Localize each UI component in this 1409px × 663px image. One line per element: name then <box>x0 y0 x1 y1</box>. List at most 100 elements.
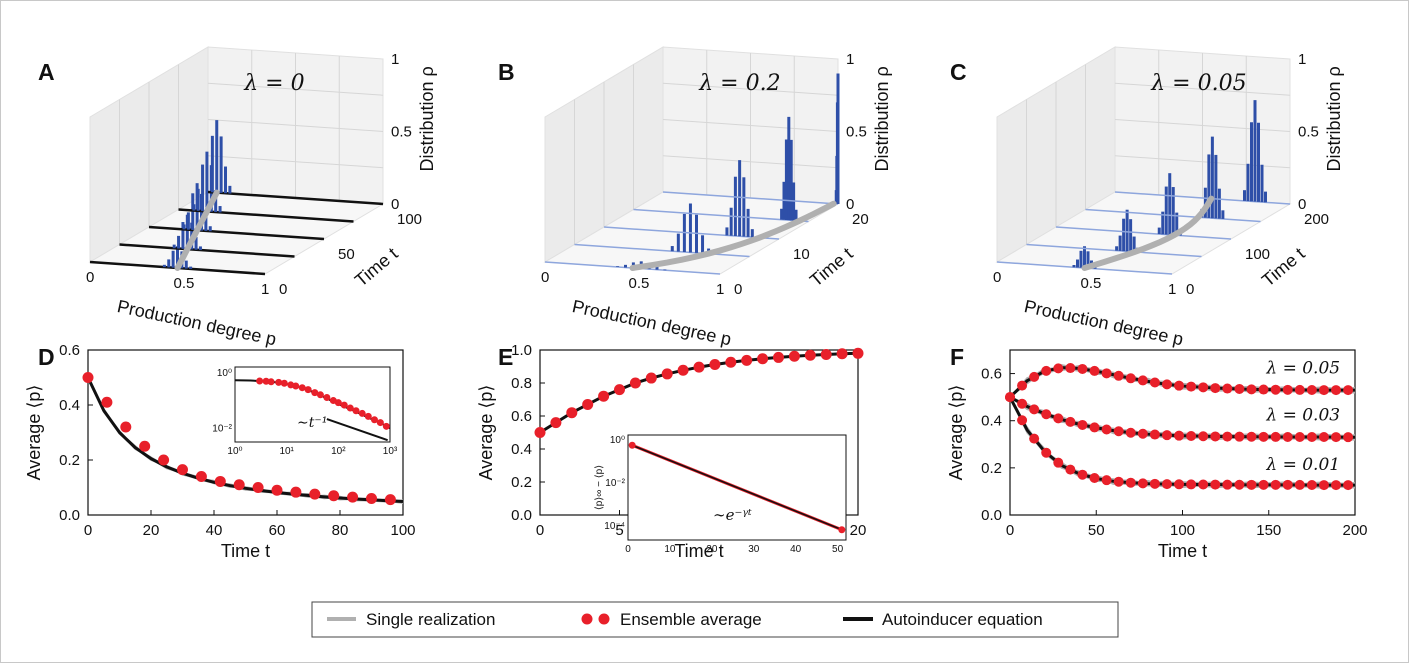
ensemble-dot <box>661 368 673 380</box>
time-slice-line <box>119 243 295 258</box>
ensemble-dot <box>1089 365 1100 376</box>
ensemble-dot <box>1210 479 1221 490</box>
ensemble-dot <box>233 479 245 491</box>
lambda-label: λ = 0.2 <box>698 71 780 96</box>
ensemble-dot <box>328 490 340 502</box>
z-tick-label: 1 <box>846 51 854 68</box>
ensemble-dot <box>1041 409 1052 420</box>
ensemble-dot <box>741 354 753 366</box>
x-tick-label: 0 <box>541 269 549 286</box>
inset-annotation: ∼e⁻ᵞᵗ <box>713 506 752 524</box>
z-tick-label: 0 <box>391 196 399 213</box>
y-tick-label: 0.4 <box>981 413 1002 430</box>
inset-slope-line <box>326 418 388 442</box>
ensemble-dot <box>1174 479 1185 490</box>
x-tick-label: 100 <box>1170 522 1195 539</box>
time-slice-line <box>1085 208 1261 223</box>
time-slice-line <box>633 208 809 223</box>
ensemble-dot <box>1065 416 1076 427</box>
grid-line <box>1114 119 1291 132</box>
y-tick-label: 1.0 <box>511 342 532 359</box>
plot-frame <box>87 349 404 516</box>
inset-dot <box>311 389 319 397</box>
inset-y-axis-label: ⟨p⟩∞ − ⟨p⟩ <box>594 465 605 510</box>
ensemble-dot <box>1041 447 1052 458</box>
ensemble-dot <box>309 488 321 500</box>
grid-line <box>207 82 384 96</box>
x-axis-label: Time t <box>674 541 723 561</box>
ensemble-dot <box>1089 422 1100 433</box>
inset-dot <box>256 377 264 385</box>
inset-x-tick-label: 40 <box>790 544 802 555</box>
ensemble-dot <box>804 349 816 361</box>
ensemble-dot <box>709 359 721 371</box>
ensemble-dot <box>1294 384 1305 395</box>
inset-annotation: ∼t⁻¹ <box>297 415 327 431</box>
ensemble-dot <box>1053 457 1064 468</box>
series-annotation: λ = 0.01 <box>1265 455 1340 475</box>
x-tick-label: 1 <box>716 281 724 298</box>
ensemble-dot <box>1101 368 1112 379</box>
ensemble-dot <box>1149 377 1160 388</box>
y-axis-label: Average ⟨p⟩ <box>946 385 966 481</box>
ensemble-dot <box>1222 479 1233 490</box>
ensemble-dot <box>214 475 226 487</box>
ensemble-dot <box>1331 480 1342 491</box>
ensemble-dot <box>1137 428 1148 439</box>
x-axis-label: Time t <box>1158 541 1207 561</box>
z-tick-label: 1 <box>391 51 399 68</box>
x-axis-label: Time t <box>221 541 270 561</box>
time-slice-line <box>1026 243 1202 258</box>
y-tick-label: 0.2 <box>981 460 1002 477</box>
z-tick-label: 0 <box>846 196 854 213</box>
ensemble-dot <box>757 353 769 365</box>
t-tick-label: 10 <box>793 246 810 263</box>
grid-line <box>662 82 839 96</box>
t-tick-label: 50 <box>338 246 355 263</box>
z-axis-label: Distribution ρ <box>1324 66 1344 171</box>
inset-dot <box>275 378 283 386</box>
ensemble-dot <box>290 486 302 498</box>
ensemble-dot <box>1125 477 1136 488</box>
ensemble-dot <box>598 390 610 402</box>
x-tick-label: 0.5 <box>174 275 195 292</box>
ensemble-dot <box>195 471 207 482</box>
x-tick-label: 40 <box>206 522 223 539</box>
ensemble-dot <box>820 348 832 360</box>
y-tick-label: 0.6 <box>511 408 532 425</box>
inset-x-tick-label: 30 <box>748 544 760 555</box>
y-tick-label: 0.4 <box>511 441 532 458</box>
ensemble-dot <box>1222 431 1233 442</box>
x-tick-label: 200 <box>1342 522 1367 539</box>
ensemble-dot <box>139 440 151 452</box>
x-tick-label: 50 <box>1088 522 1105 539</box>
legend-single-label: Single realization <box>366 610 495 629</box>
ensemble-dot <box>1017 380 1028 391</box>
series-annotation: λ = 0.05 <box>1265 359 1340 379</box>
y-tick-label: 0.4 <box>59 397 80 414</box>
inset-y-tick-label: 10⁰ <box>610 435 625 446</box>
ensemble-dot <box>101 396 113 408</box>
z-tick-label: 0.5 <box>1298 124 1319 141</box>
x-tick-label: 150 <box>1256 522 1281 539</box>
ensemble-dot <box>1125 427 1136 438</box>
inset-curve <box>631 444 843 531</box>
ensemble-dot <box>1246 384 1257 395</box>
t-tick-label: 0 <box>1186 281 1194 298</box>
mean-trajectory <box>629 200 837 271</box>
t-tick-label: 200 <box>1304 211 1329 228</box>
ensemble-dot <box>1222 383 1233 394</box>
time-slice-line <box>1055 226 1232 240</box>
t-tick-label: 100 <box>397 211 422 228</box>
z-tick-label: 0 <box>1298 196 1306 213</box>
ensemble-dot <box>1029 433 1040 444</box>
ensemble-dot <box>1246 479 1257 490</box>
inset-dot <box>346 404 354 412</box>
legend-equation-label: Autoinducer equation <box>882 610 1043 629</box>
panel-f-chart: 0 50 100 150 200 0.0 0.2 0.4 0.6 Time t Average ⟨p… <box>946 349 1368 561</box>
ensemble-dot <box>347 491 359 503</box>
inset-dot <box>323 393 331 401</box>
panel-letter-a: A <box>38 59 55 85</box>
ensemble-dot <box>1258 479 1269 490</box>
inset-dot <box>267 378 275 386</box>
